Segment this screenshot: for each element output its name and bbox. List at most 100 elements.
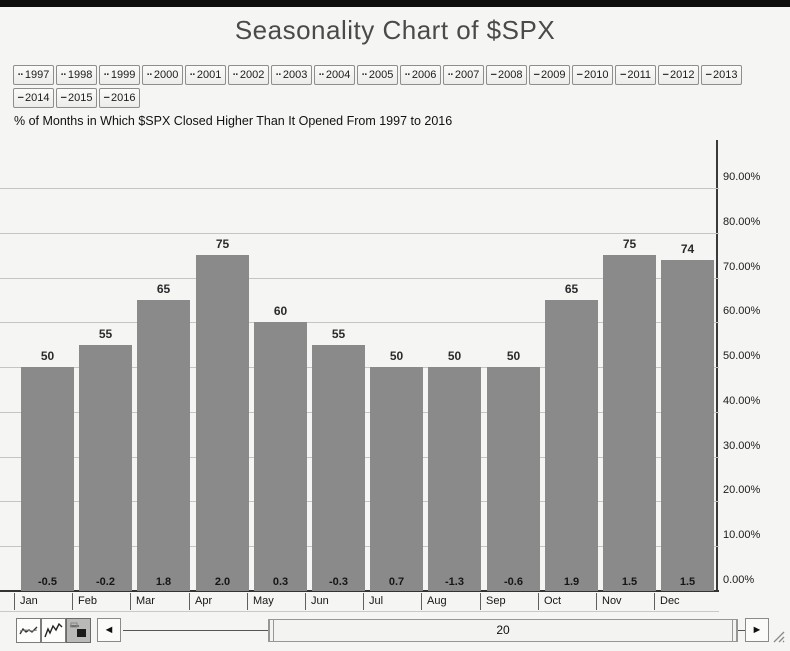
bar-oct: 1.9 (545, 300, 598, 591)
area-chart-icon (19, 626, 38, 635)
scroll-right-button[interactable]: ► (745, 618, 769, 642)
year-button-2007[interactable]: ·· 2007 (443, 65, 484, 85)
bar-value-label: 65 (156, 282, 171, 296)
year-button-1998[interactable]: ·· 1998 (56, 65, 97, 85)
dotted-line-marker-icon: ·· (103, 69, 110, 81)
month-label-jul: Jul (363, 593, 421, 610)
y-axis-tick-label: 40.00% (723, 395, 761, 407)
year-label: 1998 (67, 69, 93, 81)
bar-jun: -0.3 (312, 345, 365, 591)
year-label: 2014 (24, 92, 50, 104)
dash-line-marker-icon: − (17, 92, 25, 104)
year-button-2016[interactable]: −2016 (99, 88, 140, 108)
year-button-2014[interactable]: −2014 (13, 88, 54, 108)
bar-change-label: -0.3 (329, 576, 348, 588)
bar-value-label: 74 (680, 242, 695, 256)
y-axis-line (716, 140, 718, 591)
bar-chart-icon-button[interactable] (66, 618, 91, 643)
gridline (0, 278, 719, 279)
gridline (0, 233, 719, 234)
bar-dec: 1.5 (661, 260, 714, 591)
dash-line-marker-icon: − (619, 69, 627, 81)
scrollbar-thumb[interactable]: 20 (268, 619, 738, 642)
bar-change-label: 1.5 (679, 576, 696, 588)
year-button-2009[interactable]: −2009 (529, 65, 570, 85)
chart-subtitle: % of Months in Which $SPX Closed Higher … (14, 114, 453, 128)
dash-line-marker-icon: − (533, 69, 541, 81)
bar-jan: -0.5 (21, 367, 74, 591)
bar-change-label: -1.3 (445, 576, 464, 588)
month-row-divider (0, 611, 719, 612)
scrollbar-thumb-value: 20 (496, 623, 510, 637)
dash-line-marker-icon: − (490, 69, 498, 81)
bar-may: 0.3 (254, 322, 307, 591)
month-label-may: May (247, 593, 305, 610)
dotted-line-marker-icon: ·· (275, 69, 282, 81)
line-chart-icon-button[interactable] (41, 618, 66, 643)
year-button-2005[interactable]: ·· 2005 (357, 65, 398, 85)
y-axis-tick-label: 90.00% (723, 171, 761, 183)
y-axis-tick-label: 20.00% (723, 484, 761, 496)
bar-feb: -0.2 (79, 345, 132, 591)
bar-change-label: 2.0 (214, 576, 231, 588)
dash-line-marker-icon: − (576, 69, 584, 81)
year-label: 1997 (24, 69, 50, 81)
x-axis-line (0, 590, 719, 592)
month-label-dec: Dec (654, 593, 712, 610)
bar-apr: 2.0 (196, 255, 249, 591)
month-label-feb: Feb (72, 593, 130, 610)
year-label: 2006 (411, 69, 437, 81)
month-label-apr: Apr (189, 593, 247, 610)
area-chart-icon-button[interactable] (16, 618, 41, 643)
month-label-oct: Oct (538, 593, 596, 610)
bar-change-label: -0.5 (38, 576, 57, 588)
bar-aug: -1.3 (428, 367, 481, 591)
bar-value-label: 50 (40, 349, 55, 363)
bar-value-label: 50 (389, 349, 404, 363)
year-buttons: ·· 1997 ·· 1998 ·· 1999 ·· 2000 ·· 2001 ·· 2002 ·· 20… (13, 65, 753, 108)
year-button-2013[interactable]: −2013 (701, 65, 742, 85)
dotted-line-marker-icon: ·· (17, 69, 24, 81)
year-button-2006[interactable]: ·· 2006 (400, 65, 441, 85)
y-axis-tick-label: 80.00% (723, 216, 761, 228)
year-label: 2009 (540, 69, 566, 81)
month-label-sep: Sep (480, 593, 538, 610)
bar-value-label: 55 (98, 327, 113, 341)
year-button-1997[interactable]: ·· 1997 (13, 65, 54, 85)
year-button-2011[interactable]: −2011 (615, 65, 656, 85)
bar-value-label: 75 (622, 237, 637, 251)
bar-sep: -0.6 (487, 367, 540, 591)
dash-line-marker-icon: − (60, 92, 68, 104)
year-label: 2008 (497, 69, 523, 81)
right-arrow-icon: ► (751, 624, 763, 636)
month-label-nov: Nov (596, 593, 654, 610)
year-button-2012[interactable]: −2012 (658, 65, 699, 85)
year-label: 2005 (368, 69, 394, 81)
bar-change-label: 1.9 (563, 576, 580, 588)
scroll-left-button[interactable]: ◄ (97, 618, 121, 642)
bar-nov: 1.5 (603, 255, 656, 591)
year-button-2002[interactable]: ·· 2002 (228, 65, 269, 85)
dotted-line-marker-icon: ·· (318, 69, 325, 81)
year-button-2010[interactable]: −2010 (572, 65, 613, 85)
year-button-2008[interactable]: −2008 (486, 65, 527, 85)
resize-grip-icon[interactable] (771, 629, 787, 644)
year-button-2001[interactable]: ·· 2001 (185, 65, 226, 85)
window-top-strip (0, 0, 790, 7)
dash-line-marker-icon: − (705, 69, 713, 81)
year-button-2000[interactable]: ·· 2000 (142, 65, 183, 85)
y-axis-tick-label: 60.00% (723, 305, 761, 317)
dash-line-marker-icon: − (103, 92, 111, 104)
dash-line-marker-icon: − (662, 69, 670, 81)
year-button-2003[interactable]: ·· 2003 (271, 65, 312, 85)
y-axis-tick-label: 30.00% (723, 440, 761, 452)
year-button-2004[interactable]: ·· 2004 (314, 65, 355, 85)
year-button-1999[interactable]: ·· 1999 (99, 65, 140, 85)
year-label: 2000 (153, 69, 179, 81)
dotted-line-marker-icon: ·· (146, 69, 153, 81)
bar-value-label: 75 (215, 237, 230, 251)
year-button-2015[interactable]: −2015 (56, 88, 97, 108)
bar-change-label: 1.8 (155, 576, 172, 588)
bar-value-label: 50 (506, 349, 521, 363)
